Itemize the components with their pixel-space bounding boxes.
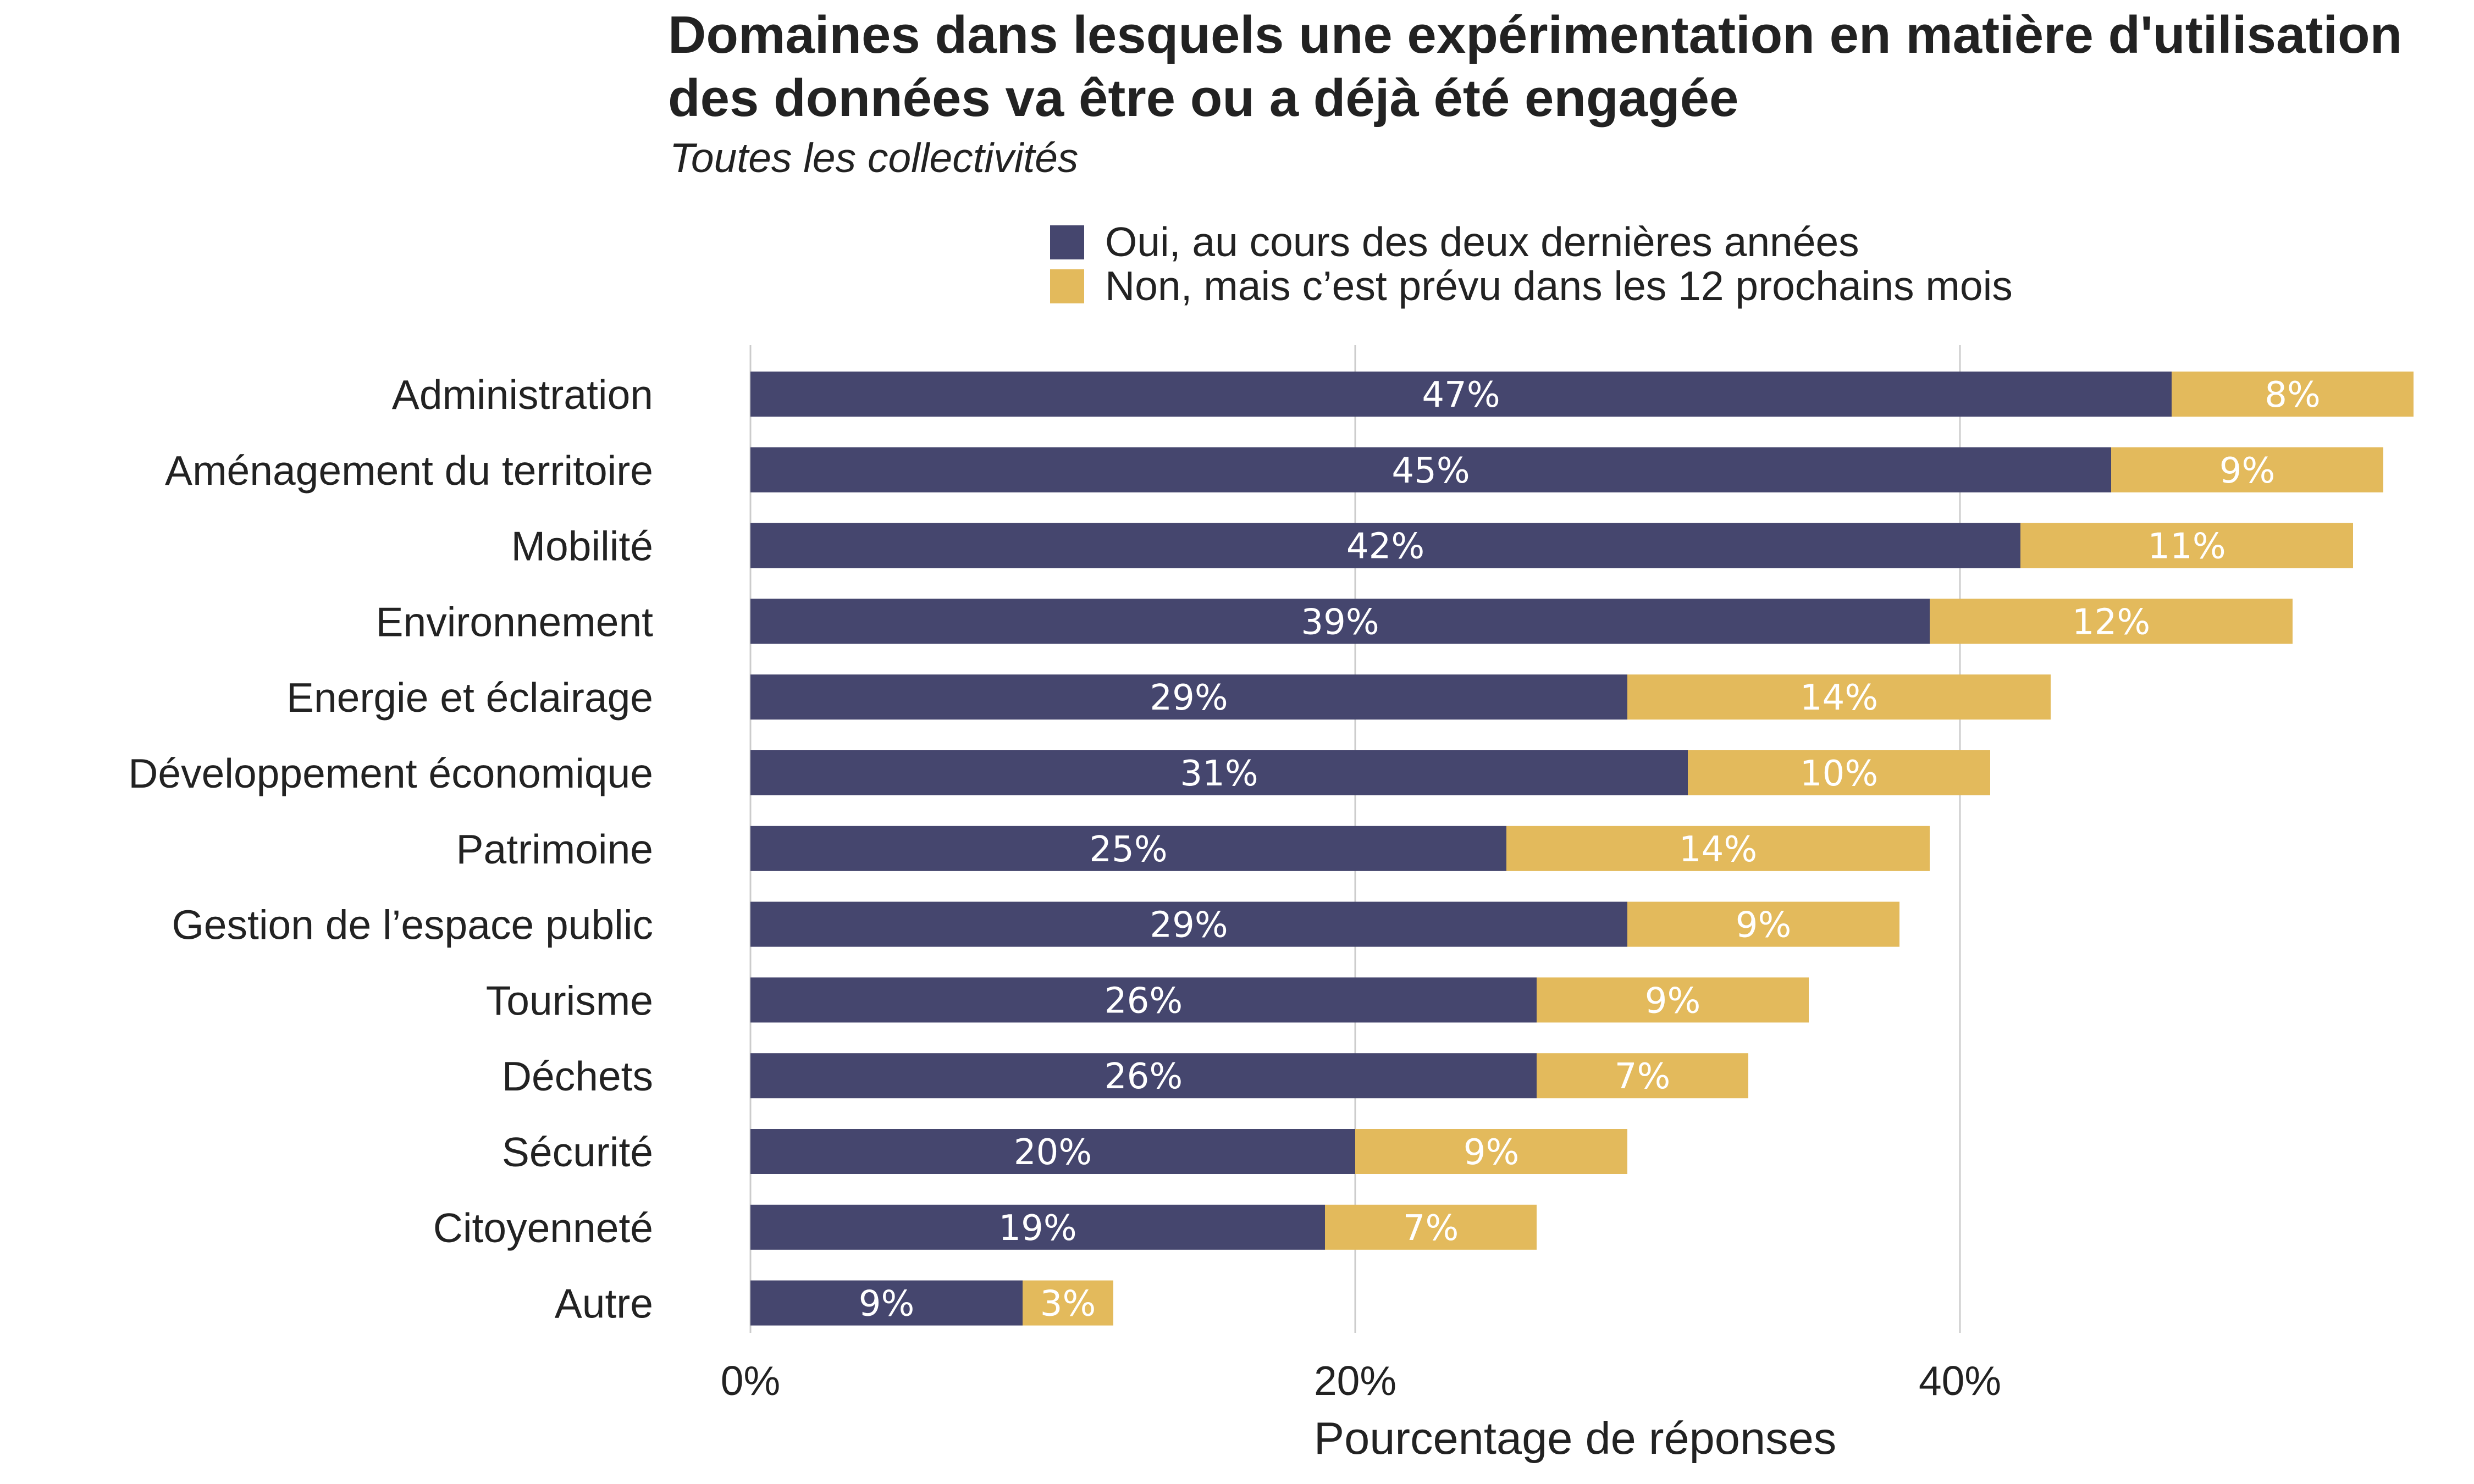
data-label: 9% bbox=[1736, 905, 1792, 946]
data-label: 11% bbox=[2147, 527, 2226, 567]
category-label: Mobilité bbox=[511, 523, 653, 569]
bar-oui bbox=[750, 1280, 1023, 1326]
bar-non bbox=[1688, 750, 1990, 795]
category-label: Administration bbox=[392, 372, 653, 418]
x-tick-label: 0% bbox=[721, 1358, 780, 1404]
bar-oui bbox=[750, 599, 1930, 644]
category-label: Déchets bbox=[502, 1053, 653, 1099]
bar-non bbox=[1627, 901, 1899, 947]
bar-non bbox=[1355, 1129, 1627, 1174]
data-label: 47% bbox=[1422, 375, 1500, 416]
category-label: Gestion de l’espace public bbox=[172, 902, 653, 948]
legend-label-oui: Oui, au cours des deux dernières années bbox=[1105, 219, 1859, 265]
category-labels: Administration Aménagement du territoire M… bbox=[128, 372, 653, 1327]
data-label: 12% bbox=[2072, 602, 2150, 643]
bar-non bbox=[2020, 523, 2353, 568]
category-label: Développement économique bbox=[128, 750, 653, 796]
category-label: Autre bbox=[555, 1281, 653, 1327]
chart-title: Domaines dans lesquels une expérimentati… bbox=[668, 5, 2403, 128]
x-axis-title: Pourcentage de réponses bbox=[1314, 1413, 1837, 1464]
data-label: 3% bbox=[1040, 1284, 1096, 1325]
bar-oui bbox=[750, 977, 1537, 1023]
bar-oui bbox=[750, 372, 2172, 417]
bar-oui bbox=[750, 750, 1688, 795]
bar-non bbox=[1537, 977, 1809, 1023]
bar-oui bbox=[750, 901, 1627, 947]
data-label: 14% bbox=[1679, 829, 1757, 870]
bar-non bbox=[1627, 674, 2051, 720]
bar-non bbox=[1325, 1204, 1537, 1250]
bars: 47% 8% 45% 9% 42% 11% 39% 12% 29% 14% 31% 10% 25% 14%… bbox=[750, 372, 2414, 1326]
data-label: 31% bbox=[1180, 754, 1258, 794]
data-label: 29% bbox=[1150, 678, 1228, 718]
data-label: 10% bbox=[1800, 754, 1878, 794]
data-label: 19% bbox=[998, 1208, 1076, 1249]
data-label: 29% bbox=[1150, 905, 1228, 946]
bar-oui bbox=[750, 674, 1627, 720]
data-label: 9% bbox=[2219, 451, 2276, 491]
bar-oui bbox=[750, 523, 2020, 568]
data-label: 7% bbox=[1403, 1208, 1459, 1249]
bar-non bbox=[2172, 372, 2414, 417]
data-label: 39% bbox=[1301, 602, 1379, 643]
bar-non bbox=[1506, 826, 1930, 871]
category-label: Citoyenneté bbox=[433, 1205, 653, 1251]
bar-non bbox=[2111, 447, 2383, 492]
bar-oui bbox=[750, 1053, 1537, 1099]
legend-label-non: Non, mais c’est prévu dans les 12 procha… bbox=[1105, 263, 2013, 309]
x-axis-ticks: 0% 20% 40% bbox=[721, 1358, 2001, 1404]
data-label: 8% bbox=[2265, 375, 2321, 416]
category-label: Energie et éclairage bbox=[286, 674, 653, 721]
data-label: 14% bbox=[1800, 678, 1878, 718]
chart-subtitle: Toutes les collectivités bbox=[670, 135, 1079, 181]
bar-non bbox=[1930, 599, 2293, 644]
data-label: 9% bbox=[859, 1284, 915, 1325]
bar-oui bbox=[750, 1129, 1355, 1174]
bar-non bbox=[1537, 1053, 1748, 1099]
data-label: 45% bbox=[1391, 451, 1470, 491]
data-label: 20% bbox=[1014, 1132, 1092, 1173]
category-label: Patrimoine bbox=[456, 826, 653, 872]
data-label: 9% bbox=[1464, 1132, 1520, 1173]
x-tick-label: 40% bbox=[1919, 1358, 2001, 1404]
category-label: Tourisme bbox=[486, 977, 653, 1023]
data-label: 7% bbox=[1615, 1056, 1671, 1097]
data-label: 42% bbox=[1346, 527, 1424, 567]
bar-oui bbox=[750, 447, 2111, 492]
category-label: Aménagement du territoire bbox=[165, 447, 653, 494]
category-label: Sécurité bbox=[502, 1129, 653, 1175]
legend-swatch-oui bbox=[1050, 225, 1084, 259]
bar-oui bbox=[750, 1204, 1325, 1250]
bar-oui bbox=[750, 826, 1506, 871]
category-label: Environnement bbox=[376, 599, 654, 645]
data-label: 9% bbox=[1645, 981, 1701, 1021]
data-label: 26% bbox=[1105, 981, 1183, 1021]
data-label: 25% bbox=[1089, 829, 1167, 870]
bar-non bbox=[1023, 1280, 1113, 1326]
x-tick-label: 20% bbox=[1314, 1358, 1396, 1404]
data-label: 26% bbox=[1105, 1056, 1183, 1097]
legend-swatch-non bbox=[1050, 269, 1084, 303]
